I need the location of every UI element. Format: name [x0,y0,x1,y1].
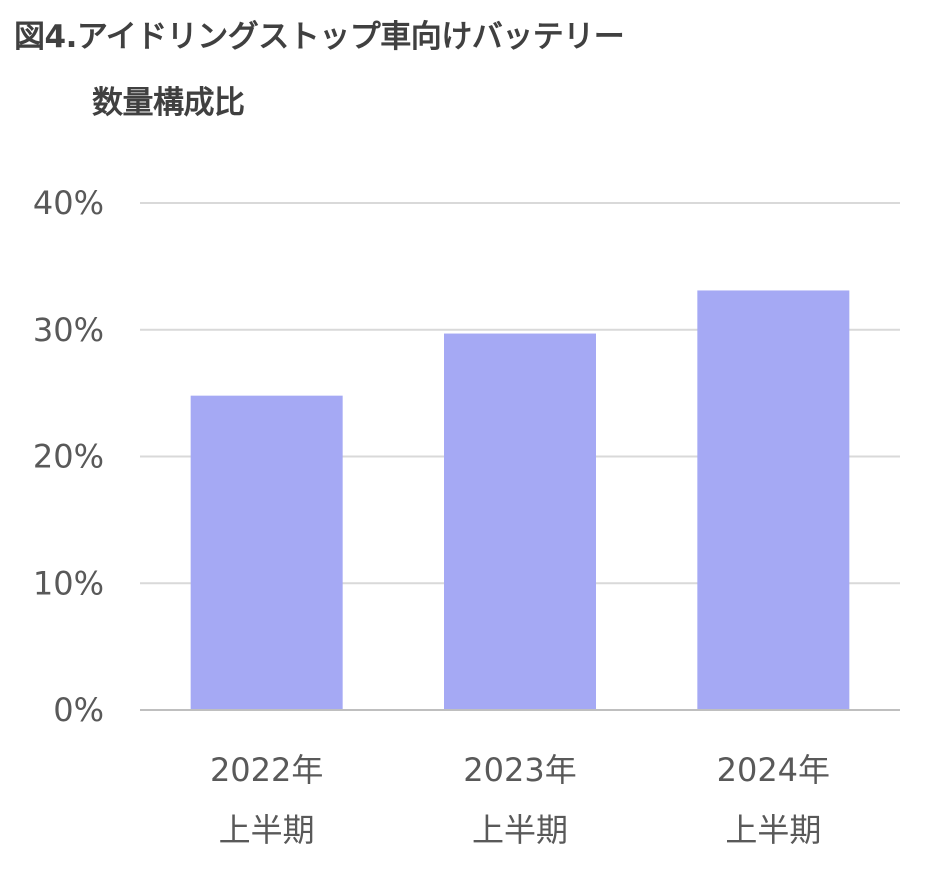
y-tick-label: 30% [33,311,104,349]
x-category-label: 2024年 [717,751,830,789]
x-category-label: 上半期 [725,811,821,849]
bar [444,333,596,710]
bar [697,290,850,710]
y-tick-label: 20% [33,438,104,476]
bars [190,290,850,710]
y-axis-tick-labels: 0% 10% 20% 30% 40% [33,184,104,729]
y-tick-label: 0% [53,691,104,729]
x-category-label: 2023年 [463,751,576,789]
x-category-label: 上半期 [472,811,568,849]
y-tick-label: 10% [33,564,104,602]
bar [190,395,343,710]
y-tick-label: 40% [33,184,104,222]
x-category-label: 2022年 [210,751,323,789]
x-category-label: 上半期 [219,811,315,849]
chart-subtitle: 数量構成比 [92,85,245,121]
chart-title: 図4.アイドリングストップ車向けバッテリー [14,19,625,55]
